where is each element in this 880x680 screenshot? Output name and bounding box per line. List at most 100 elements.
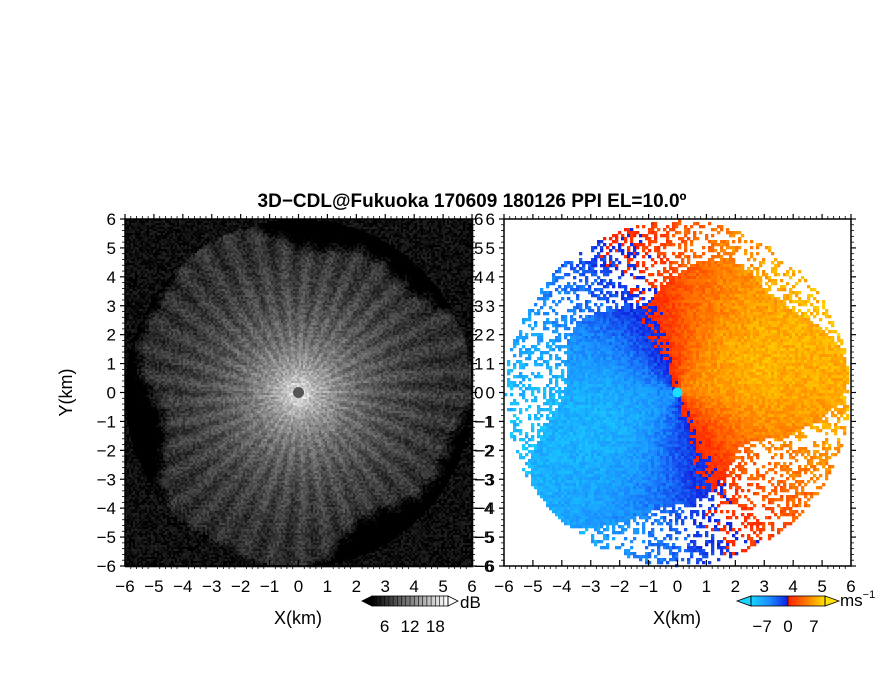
intensity-cell [313, 223, 315, 225]
intensity-cell [221, 231, 223, 233]
intensity-cell [215, 237, 217, 239]
intensity-cell [203, 231, 205, 233]
intensity-cell [209, 253, 211, 255]
intensity-cell [211, 239, 213, 241]
intensity-cell [157, 257, 159, 259]
intensity-cell [399, 223, 401, 225]
intensity-cell [401, 221, 403, 223]
intensity-cell [375, 235, 377, 237]
intensity-cell [147, 221, 149, 223]
intensity-cell [193, 241, 195, 243]
intensity-cell [467, 237, 469, 239]
intensity-cell [213, 233, 215, 235]
intensity-cell [187, 221, 189, 223]
intensity-cell [165, 253, 167, 255]
intensity-cell [261, 241, 263, 243]
intensity-cell [415, 239, 417, 241]
intensity-cell [171, 225, 173, 227]
intensity-cell [259, 241, 261, 243]
intensity-cell [149, 233, 151, 235]
intensity-cell [267, 245, 269, 247]
intensity-cell [323, 251, 325, 253]
intensity-cell [255, 227, 257, 229]
intensity-cell [337, 221, 339, 223]
intensity-cell [155, 255, 157, 257]
intensity-cell [317, 221, 319, 223]
intensity-cell [287, 243, 289, 245]
intensity-cell [171, 237, 173, 239]
intensity-cell [315, 243, 317, 245]
intensity-cell [213, 257, 215, 259]
intensity-cell [377, 221, 379, 223]
intensity-cell [257, 231, 259, 233]
intensity-cell [361, 253, 363, 255]
intensity-cell [265, 225, 267, 227]
intensity-cell [421, 235, 423, 237]
intensity-cell [245, 251, 247, 253]
intensity-cell [363, 221, 365, 223]
intensity-cell [417, 229, 419, 231]
intensity-cell [391, 227, 393, 229]
intensity-cell [235, 245, 237, 247]
intensity-cell [183, 255, 185, 257]
intensity-cell [393, 243, 395, 245]
intensity-cell [339, 245, 341, 247]
intensity-cell [147, 247, 149, 249]
intensity-cell [255, 243, 257, 245]
intensity-cell [397, 235, 399, 237]
intensity-cell [169, 251, 171, 253]
intensity-cell [149, 253, 151, 255]
intensity-cell [273, 239, 275, 241]
intensity-cell [241, 221, 243, 223]
intensity-cell [139, 229, 141, 231]
intensity-cell [175, 235, 177, 237]
intensity-cell [159, 243, 161, 245]
intensity-cell [441, 243, 443, 245]
intensity-cell [159, 255, 161, 257]
intensity-cell [181, 225, 183, 227]
intensity-cell [203, 221, 205, 223]
intensity-cell [373, 229, 375, 231]
intensity-cell [313, 235, 315, 237]
intensity-cell [401, 235, 403, 237]
intensity-cell [213, 221, 215, 223]
intensity-cell [181, 245, 183, 247]
intensity-cell [323, 231, 325, 233]
intensity-cell [211, 243, 213, 245]
intensity-cell [171, 257, 173, 259]
intensity-cell [301, 253, 303, 255]
intensity-cell [155, 247, 157, 249]
intensity-cell [383, 245, 385, 247]
intensity-cell [419, 227, 421, 229]
intensity-cell [205, 221, 207, 223]
intensity-cell [401, 241, 403, 243]
intensity-cell [437, 233, 439, 235]
intensity-cell [169, 247, 171, 249]
intensity-cell [251, 241, 253, 243]
intensity-cell [307, 231, 309, 233]
intensity-cell [293, 237, 295, 239]
intensity-cell [229, 231, 231, 233]
intensity-cell [415, 221, 417, 223]
intensity-cell [375, 227, 377, 229]
intensity-cell [207, 223, 209, 225]
intensity-cell [317, 239, 319, 241]
intensity-cell [431, 223, 433, 225]
intensity-cell [247, 241, 249, 243]
intensity-cell [381, 251, 383, 253]
intensity-cell [351, 221, 353, 223]
intensity-cell [155, 245, 157, 247]
intensity-cell [235, 239, 237, 241]
intensity-cell [271, 229, 273, 231]
intensity-cell [229, 247, 231, 249]
intensity-cell [153, 245, 155, 247]
intensity-cell [285, 251, 287, 253]
intensity-cell [199, 229, 201, 231]
intensity-cell [337, 249, 339, 251]
intensity-cell [169, 239, 171, 241]
intensity-cell [347, 243, 349, 245]
intensity-cell [293, 249, 295, 251]
intensity-cell [461, 229, 463, 231]
intensity-cell [349, 249, 351, 251]
intensity-cell [393, 223, 395, 225]
